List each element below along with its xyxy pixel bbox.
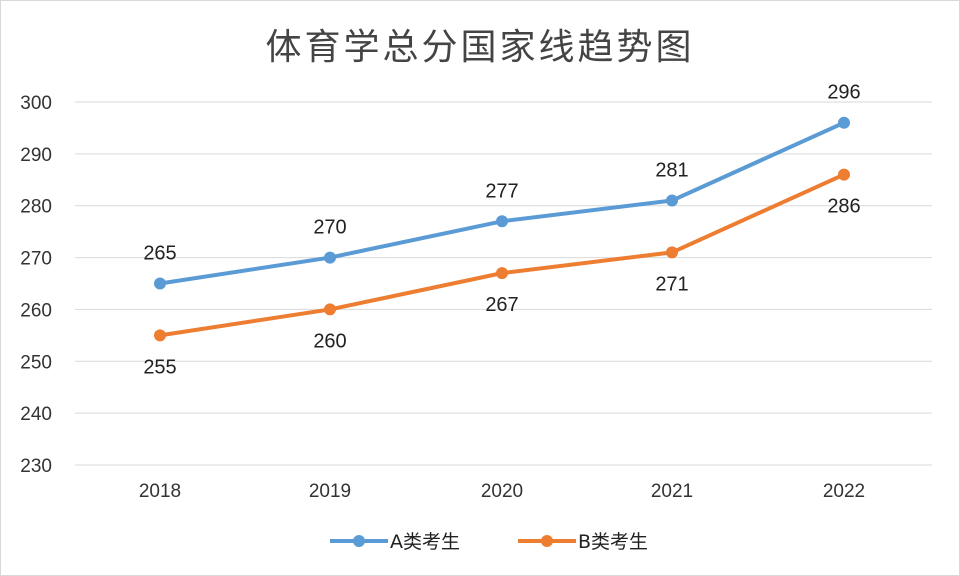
y-axis-ticks: 230 240 250 260 270 280 290 300 xyxy=(20,93,52,477)
y-tick-label: 260 xyxy=(20,300,52,321)
data-label: 281 xyxy=(655,160,688,182)
data-point xyxy=(666,194,678,207)
x-tick-label: 2021 xyxy=(651,481,693,502)
data-point xyxy=(324,251,336,264)
data-label: 286 xyxy=(827,196,860,218)
data-label: 271 xyxy=(655,273,688,295)
legend-swatch-marker xyxy=(541,535,553,547)
data-point xyxy=(838,168,850,181)
x-tick-label: 2022 xyxy=(823,481,865,502)
legend-label: B类考生 xyxy=(578,531,648,553)
x-tick-label: 2020 xyxy=(481,481,523,502)
data-point xyxy=(496,267,508,280)
grid-lines xyxy=(75,101,932,466)
legend-swatch-marker xyxy=(353,535,365,547)
data-label: 267 xyxy=(485,294,518,316)
data-point xyxy=(666,246,678,259)
x-tick-label: 2018 xyxy=(139,481,181,502)
data-point xyxy=(838,116,850,129)
y-tick-label: 250 xyxy=(20,352,52,373)
data-label: 265 xyxy=(143,243,176,265)
data-label: 255 xyxy=(143,356,176,378)
y-tick-label: 270 xyxy=(20,249,52,270)
series-line xyxy=(158,120,846,286)
data-label: 270 xyxy=(313,217,346,239)
data-point xyxy=(324,303,336,316)
data-labels: 265 270 277 281 296 255 260 267 271 286 xyxy=(143,82,860,379)
legend: A类考生 B类考生 xyxy=(330,531,648,553)
series-lines xyxy=(154,116,850,342)
chart-title: 体育学总分国家线趋势图 xyxy=(265,27,695,68)
y-tick-label: 300 xyxy=(20,93,52,114)
y-tick-label: 240 xyxy=(20,404,52,425)
data-label: 260 xyxy=(313,330,346,352)
data-label: 296 xyxy=(827,82,860,104)
y-tick-label: 230 xyxy=(20,456,52,477)
data-label: 277 xyxy=(485,180,518,202)
legend-label: A类考生 xyxy=(390,531,460,553)
data-point xyxy=(154,329,166,342)
data-point xyxy=(496,215,508,228)
y-tick-label: 290 xyxy=(20,145,52,166)
x-axis-ticks: 2018 2019 2020 2021 2022 xyxy=(139,481,865,502)
x-tick-label: 2019 xyxy=(309,481,351,502)
data-point xyxy=(154,277,166,290)
y-tick-label: 280 xyxy=(20,197,52,218)
